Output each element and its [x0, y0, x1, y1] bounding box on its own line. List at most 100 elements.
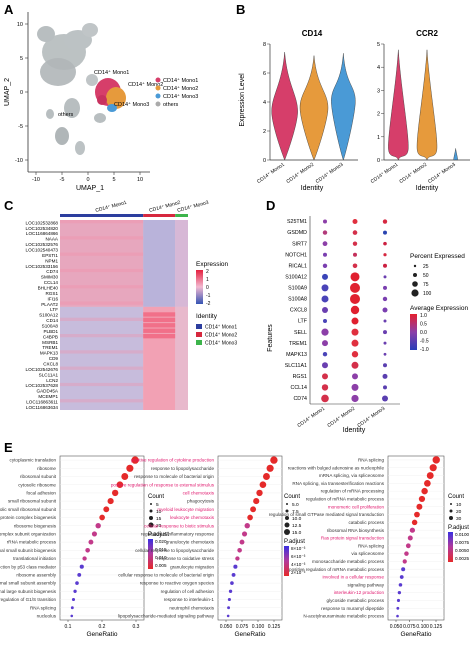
- enrichment-term: myeloid leukocyte migration: [157, 507, 214, 512]
- heatmap-gene-label: PLAAT2: [41, 302, 58, 307]
- umap-ytick-label: -10: [15, 158, 23, 164]
- enrichment-term: positive regulation of mRNA metabolic pr…: [289, 567, 385, 572]
- umap-legend-dot: [155, 101, 161, 107]
- padj-legend-tick: 0.0075: [455, 540, 469, 545]
- enrichment-dot: [77, 572, 82, 577]
- enrichment-term: granulocyte chemotaxis: [166, 540, 215, 545]
- enrichment-dot: [75, 581, 79, 585]
- identity-swatch: [196, 332, 202, 337]
- enrichment-dot: [111, 489, 119, 497]
- heatmap-gene-label: C4BPB: [43, 334, 58, 339]
- heatmap-block: [60, 220, 144, 307]
- heatmap-cells: [60, 220, 188, 410]
- expression-tick: 1: [206, 277, 209, 283]
- padj-legend-tick: 0.020: [155, 539, 167, 544]
- dotplot-feature-label: S25TM1: [287, 219, 307, 225]
- violin-shape: [416, 49, 438, 161]
- dotplot-feature-label: S100A9: [288, 286, 307, 292]
- heatmap-top-label: CD14⁺ Mono2: [149, 200, 182, 214]
- heatmap-row-streak: [60, 301, 144, 305]
- enrichment-dot: [227, 606, 230, 610]
- dotplot-dot: [321, 384, 329, 391]
- heatmap-row-streak: [143, 312, 176, 317]
- umap-xtick-label: 0: [86, 177, 89, 183]
- padj-colorbar: [448, 532, 453, 562]
- expression-tick: -2: [206, 301, 211, 307]
- enrichment-term: catabolic process: [349, 520, 385, 525]
- violin-group-label: CD14⁺ Mono1: [370, 162, 400, 185]
- dotplot-feature-label: S100A12: [285, 274, 307, 280]
- enrichment-plots: E cytoplasmic translation ribosome ribosom…: [0, 440, 469, 638]
- enrichment-xtick-label: 0.075: [403, 624, 416, 630]
- enrichment-dot: [107, 498, 114, 505]
- padj-legend-tick: 4×10⁻³: [291, 562, 306, 567]
- umap-legend-label: others: [163, 102, 179, 108]
- count-legend-title: Count: [448, 494, 464, 500]
- annot-others: others: [58, 112, 74, 118]
- dotplot-feature-label: GSDMD: [287, 230, 307, 236]
- heatmap-gene-label: MAPK13: [40, 351, 59, 356]
- enrichment-plot: RNA splicing reactions with bulged adenos…: [269, 455, 469, 638]
- enrichment-term: cytosolic ribosome: [18, 482, 56, 487]
- violin-ytick-label: 0: [377, 158, 380, 164]
- heatmap-gene-label: CD74: [46, 269, 58, 274]
- enrichment-term: positive regulation of cytokine producti…: [131, 458, 214, 463]
- padj-legend-title: P.adjust: [284, 539, 305, 545]
- expression-legend-title: Expression: [196, 261, 229, 268]
- violin-ytick-label: 2: [377, 112, 380, 118]
- heatmap-gene-label: LCN2: [46, 378, 58, 383]
- violin-ytick-label: 4: [263, 100, 266, 106]
- dotplot-dot: [383, 285, 387, 290]
- padj-legend-title: P.adjust: [148, 532, 169, 538]
- dotplot-group-label: CD14⁺ Mono3: [356, 406, 386, 429]
- enrichment-dot: [79, 564, 84, 569]
- enrichment-dot: [409, 527, 416, 533]
- count-legend-label: 12.5: [292, 523, 302, 529]
- expression-tick: 0: [206, 285, 209, 291]
- umap-ytick-label: -5: [18, 124, 23, 130]
- count-legend-label: 15.0: [292, 530, 302, 536]
- enrichment-dot: [421, 487, 428, 495]
- enrichment-term: regulation of mRNA metabolic process: [306, 497, 385, 502]
- heatmap-gene-label: S100A12: [39, 313, 58, 318]
- enrichment-term: RNA splicing, via transesterification re…: [292, 481, 384, 486]
- panel-label-a: A: [4, 2, 14, 17]
- dotplot-feature-label: NOTCH1: [285, 252, 307, 258]
- dotplot-dot: [350, 305, 360, 315]
- heatmap-row-streak: [60, 220, 144, 224]
- heatmap-gene-label: MCEMP1: [38, 394, 58, 399]
- umap-xtick-label: -5: [60, 177, 65, 183]
- dotplot-dot: [352, 263, 358, 269]
- enrichment-dot: [416, 503, 423, 510]
- avg-legend-tick: 0.0: [420, 330, 427, 336]
- umap-xticks: -10 -5 0 5 10: [32, 172, 143, 183]
- enrichment-xlabel: GeneRatio: [86, 631, 117, 638]
- padj-legend-tick: 0.0050: [455, 548, 469, 553]
- enrichment-term: ribosome assembly: [16, 573, 56, 578]
- heatmap-gene-label: LOC102540473: [26, 247, 59, 252]
- pct-legend-dot: [412, 281, 418, 287]
- enrichment-term: RNA splicing: [358, 457, 384, 462]
- enrichment-dot: [126, 464, 134, 472]
- heatmap-gene-label: NPM1: [45, 258, 58, 263]
- padj-legend-tick: 0.005: [155, 563, 167, 568]
- dotplot-dot: [382, 296, 388, 302]
- dotplot-dot: [321, 295, 329, 303]
- pct-legend-label: 100: [423, 291, 432, 297]
- identity-label: CD14⁺ Mono1: [205, 325, 237, 331]
- enrichment-dot: [95, 523, 101, 529]
- heatmap-block: [143, 306, 176, 410]
- heatmap-row-streak: [60, 366, 144, 370]
- heatmap-gene-label: TREM1: [42, 345, 58, 350]
- dotplot-feature-label: TREM1: [289, 341, 307, 347]
- count-legend-dot: [286, 503, 288, 505]
- identity-swatch: [196, 324, 202, 329]
- dotplot-dot: [351, 351, 359, 358]
- panel-c-heatmap: C CD14⁺ Mono1 CD14⁺ Mono2 CD14⁺ Mono3 LOC1…: [0, 198, 260, 436]
- heatmap-gene-label: GADD45A: [37, 389, 59, 394]
- annot-mono3: CD14⁺ Mono3: [114, 101, 149, 108]
- enrichment-term: monosaccharide metabolic process: [312, 559, 385, 564]
